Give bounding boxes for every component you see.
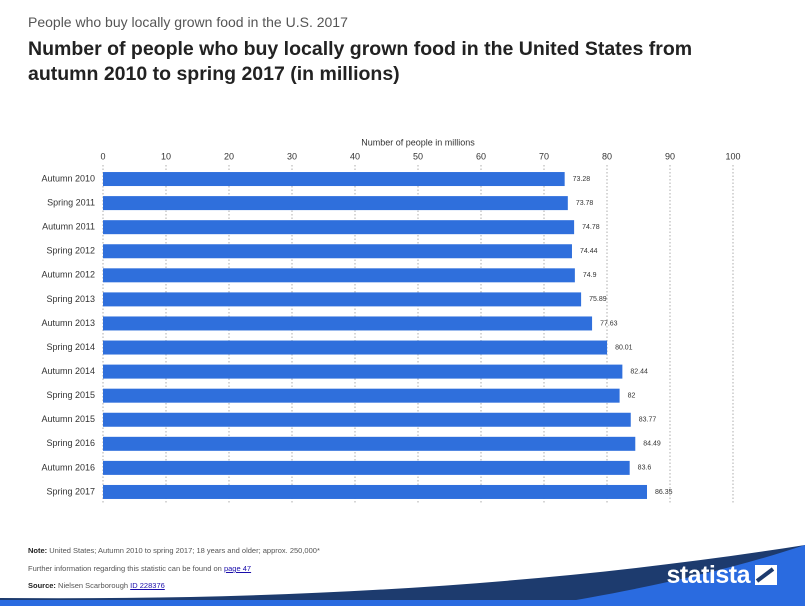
bar xyxy=(103,268,575,283)
x-tick-label: 0 xyxy=(100,151,105,161)
further: Further information regarding this stati… xyxy=(28,564,251,573)
y-tick-label: Autumn 2015 xyxy=(41,414,95,424)
x-tick-label: 40 xyxy=(350,151,360,161)
brand-text: statista xyxy=(666,561,750,589)
source-text: Nielsen Scarborough xyxy=(58,581,129,590)
x-tick-label: 50 xyxy=(413,151,423,161)
y-tick-label: Autumn 2011 xyxy=(42,222,95,232)
x-tick-label: 90 xyxy=(665,151,675,161)
supertitle: People who buy locally grown food in the… xyxy=(28,14,348,30)
y-tick-label: Spring 2014 xyxy=(46,342,95,352)
bar xyxy=(103,388,620,403)
value-label: 86.35 xyxy=(655,489,673,496)
note-text: United States; Autumn 2010 to spring 201… xyxy=(49,546,320,555)
y-tick-label: Autumn 2010 xyxy=(41,173,95,183)
further-link[interactable]: page 47 xyxy=(223,564,252,573)
value-label: 82.44 xyxy=(630,368,648,375)
bar xyxy=(103,244,572,259)
x-tick-label: 30 xyxy=(287,151,297,161)
note: Note: United States; Autumn 2010 to spri… xyxy=(28,546,320,555)
x-tick-label: 10 xyxy=(161,151,171,161)
footer-swoosh xyxy=(0,545,805,606)
bar xyxy=(103,316,593,331)
bar xyxy=(103,436,636,451)
x-tick-label: 60 xyxy=(476,151,486,161)
bar xyxy=(103,220,575,235)
y-tick-label: Autumn 2016 xyxy=(41,462,95,472)
x-tick-label: 70 xyxy=(539,151,549,161)
bar xyxy=(103,172,565,187)
value-label: 74.44 xyxy=(580,248,598,255)
y-tick-label: Spring 2013 xyxy=(46,294,95,304)
bar xyxy=(103,460,630,475)
value-label: 75.89 xyxy=(589,296,607,303)
y-tick-label: Spring 2016 xyxy=(46,438,95,448)
brand: statista xyxy=(666,561,777,590)
x-tick-label: 80 xyxy=(602,151,612,161)
bar xyxy=(103,196,568,211)
y-tick-label: Spring 2011 xyxy=(47,197,95,207)
value-label: 83.77 xyxy=(639,417,657,424)
value-label: 82 xyxy=(628,393,636,400)
y-tick-label: Spring 2015 xyxy=(46,390,95,400)
further-text: Further information regarding this stati… xyxy=(28,564,222,573)
source-link[interactable]: ID 228376 xyxy=(130,581,165,590)
x-tick-label: 20 xyxy=(224,151,234,161)
note-label: Note: xyxy=(28,546,48,555)
y-tick-label: Spring 2012 xyxy=(46,246,95,256)
value-label: 77.63 xyxy=(600,320,618,327)
chart-title: Number of people who buy locally grown f… xyxy=(28,38,693,85)
y-tick-label: Autumn 2013 xyxy=(41,318,95,328)
footer-swoosh-accent xyxy=(540,545,805,606)
value-label: 84.49 xyxy=(643,441,661,448)
bar xyxy=(103,292,582,307)
value-label: 83.6 xyxy=(638,465,652,472)
value-label: 74.78 xyxy=(582,224,600,231)
value-label: 80.01 xyxy=(615,344,633,351)
bar xyxy=(103,484,648,499)
y-tick-label: Autumn 2012 xyxy=(41,270,95,280)
source-label: Source: xyxy=(28,581,56,590)
value-label: 73.78 xyxy=(576,200,594,207)
y-tick-label: Autumn 2014 xyxy=(41,366,95,376)
bar xyxy=(103,340,608,355)
brand-icon xyxy=(755,565,777,585)
bar xyxy=(103,412,631,427)
y-tick-label: Spring 2017 xyxy=(46,486,95,496)
value-label: 73.28 xyxy=(573,176,591,183)
bar xyxy=(103,364,623,379)
x-axis-label: Number of people in millions xyxy=(361,137,475,147)
footer-bar xyxy=(0,600,805,606)
source: Source: Nielsen Scarborough ID 228376 xyxy=(28,581,165,590)
value-label: 74.9 xyxy=(583,272,597,279)
x-tick-label: 100 xyxy=(725,151,740,161)
